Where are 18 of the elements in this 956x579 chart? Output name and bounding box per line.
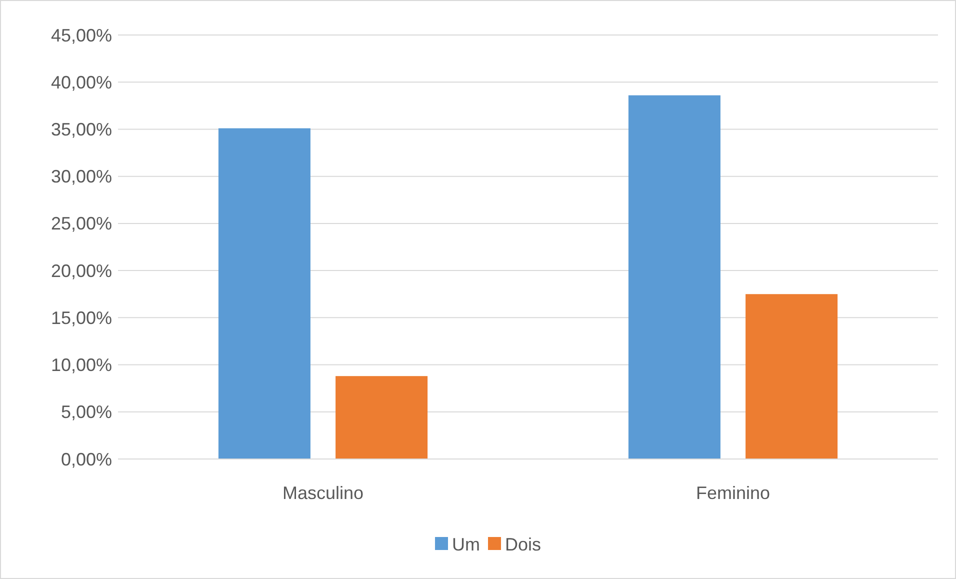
x-tick-label: Feminino [696,483,770,503]
x-tick-label: Masculino [282,483,364,503]
y-tick-label: 10,00% [50,355,112,376]
y-tick-label: 35,00% [50,120,112,140]
y-tick-label: 40,00% [50,72,112,92]
y-tick-label: 0,00% [60,449,112,470]
y-tick-label: 45,00% [50,25,112,46]
bar [336,376,428,459]
y-tick-label: 25,00% [50,214,112,234]
y-tick-label: 30,00% [50,166,112,187]
legend-label: Um [452,534,480,554]
y-tick-label: 20,00% [50,260,112,281]
bar [628,95,720,459]
bar [746,294,838,459]
y-tick-label: 5,00% [60,402,112,422]
y-tick-label: 15,00% [50,308,112,328]
bar [218,128,310,459]
legend-label: Dois [505,534,542,554]
